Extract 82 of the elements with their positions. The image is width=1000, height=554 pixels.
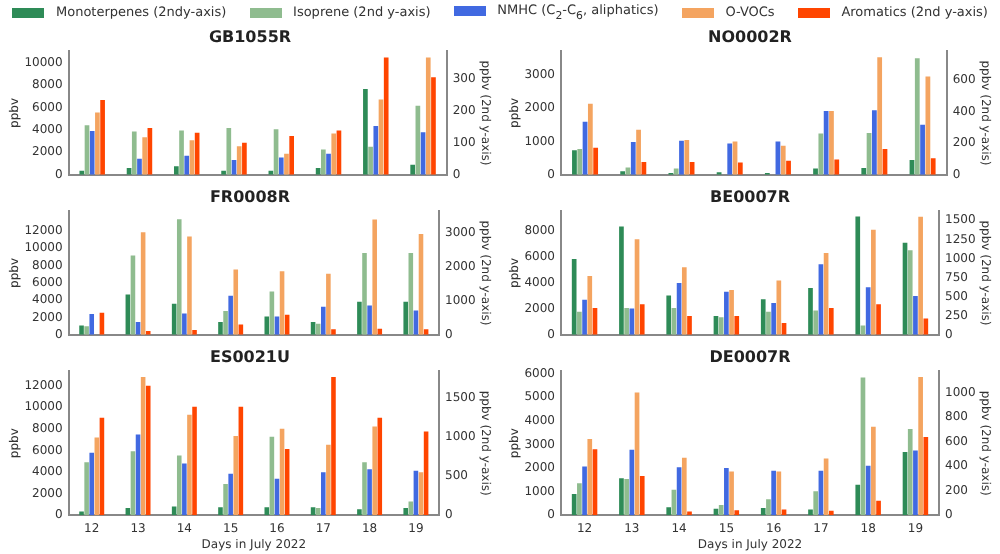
bar: [326, 273, 331, 335]
bar: [718, 505, 724, 516]
bar: [918, 216, 923, 335]
bar: [218, 507, 223, 516]
chart-title: FR0008R: [209, 187, 291, 206]
bar: [760, 299, 766, 335]
bar: [871, 229, 876, 335]
bar: [79, 325, 84, 335]
bar: [834, 159, 840, 175]
bar: [681, 267, 687, 335]
bar: [131, 131, 137, 175]
bar: [684, 140, 690, 175]
bar: [403, 507, 409, 516]
bar: [362, 253, 367, 335]
bar: [729, 289, 734, 335]
chart-title: GB1055R: [208, 27, 292, 46]
bar: [666, 507, 672, 516]
bar: [930, 158, 936, 175]
bar: [264, 507, 270, 516]
bar: [403, 301, 409, 335]
bar: [771, 470, 776, 516]
bar: [636, 129, 641, 175]
bar: [914, 58, 920, 175]
chart-title: BE0007R: [710, 187, 790, 206]
bar: [587, 103, 593, 175]
chart-title: DE0007R: [709, 347, 791, 366]
bar: [192, 329, 197, 335]
bar: [320, 306, 326, 335]
bar: [808, 509, 813, 516]
bar: [571, 259, 577, 335]
bar: [687, 316, 692, 335]
bar: [861, 167, 867, 175]
bar: [724, 291, 729, 335]
bar: [666, 295, 672, 335]
bar: [320, 472, 326, 516]
bar: [572, 150, 577, 175]
bar: [357, 509, 362, 516]
bar: [724, 467, 729, 516]
bar: [182, 313, 187, 335]
bar: [923, 318, 929, 335]
bar: [226, 127, 232, 175]
bar: [877, 57, 883, 175]
bar: [876, 304, 881, 335]
bar: [176, 219, 182, 335]
bar: [865, 287, 871, 335]
bar: [174, 166, 179, 175]
chart-title: ES0021U: [210, 347, 290, 366]
bar: [218, 321, 223, 335]
bar: [776, 471, 782, 516]
bar: [89, 314, 95, 335]
bar: [808, 287, 813, 335]
bar: [729, 471, 734, 516]
bar: [760, 507, 766, 516]
bar: [876, 500, 881, 516]
bar: [855, 484, 861, 516]
bar: [619, 226, 624, 335]
bar: [187, 236, 192, 335]
bar: [641, 161, 647, 175]
bar: [571, 494, 577, 516]
bar: [331, 329, 336, 335]
bar: [619, 478, 624, 516]
bar: [734, 510, 740, 516]
bar: [372, 219, 377, 335]
bar: [179, 130, 184, 175]
bar: [171, 506, 177, 516]
bar: [679, 140, 684, 175]
bar: [264, 316, 270, 335]
bar: [828, 510, 834, 516]
bar: [776, 280, 782, 335]
bar: [587, 276, 593, 335]
bar: [871, 426, 876, 516]
chart-title: NO0002R: [708, 27, 792, 46]
bar: [855, 216, 861, 335]
bar: [357, 301, 362, 335]
bar: [363, 89, 368, 175]
bar: [907, 250, 913, 335]
bar: [630, 142, 636, 175]
bar: [410, 164, 415, 175]
bar: [829, 111, 834, 175]
bar: [681, 457, 687, 516]
bar: [233, 269, 239, 335]
bar: [727, 143, 733, 175]
